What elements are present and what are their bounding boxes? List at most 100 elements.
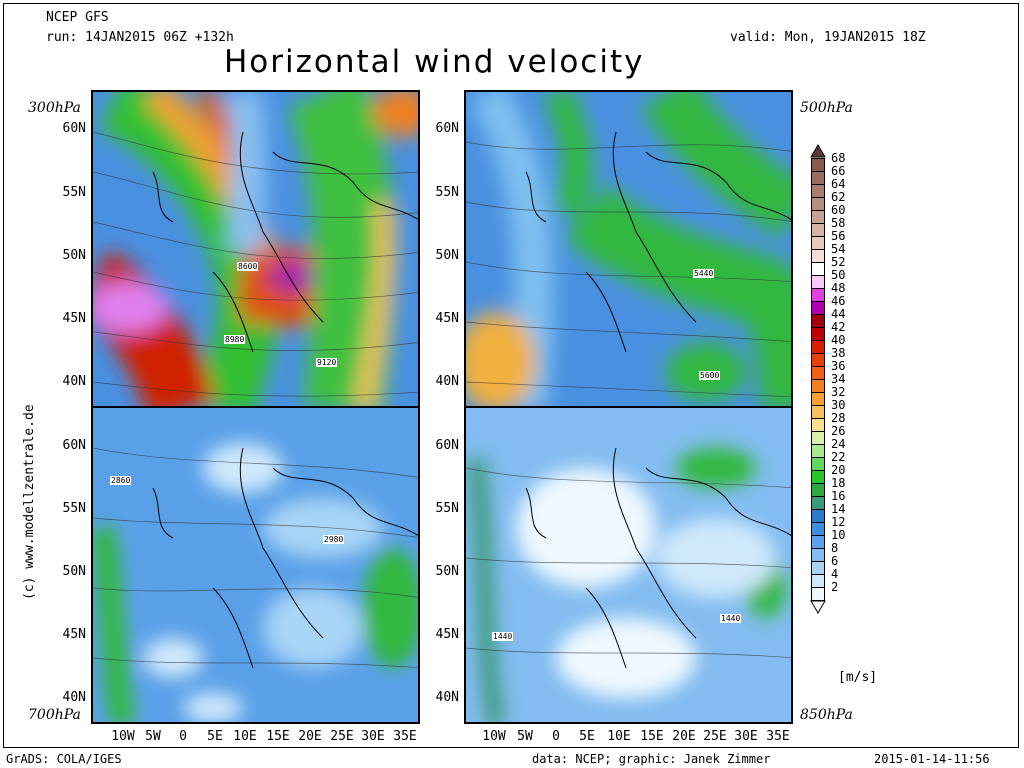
lat-label: 40N (62, 690, 86, 705)
website-credit: (c) www.modellzentrale.de (22, 404, 37, 600)
lon-label: 20E (672, 729, 696, 744)
footer-timestamp: 2015-01-14-11:56 (874, 752, 990, 766)
colorbar-level-label: 4 (831, 567, 839, 581)
colorbar-level-label: 36 (831, 359, 846, 373)
contour-label: 2860 (110, 476, 132, 485)
colorbar-unit: [m/s] (838, 670, 878, 685)
lon-label: 5E (207, 729, 223, 744)
map-panel-700hpa: 2860 2980 (91, 406, 420, 724)
colorbar-level-label: 60 (831, 203, 846, 217)
colorbar-swatch (811, 496, 825, 510)
lon-label: 20E (298, 729, 322, 744)
lat-label: 45N (435, 311, 459, 326)
colorbar-level-label: 24 (831, 437, 846, 451)
wind-field-300hpa (93, 92, 418, 406)
colorbar-level-label: 2 (831, 580, 839, 594)
lon-label: 0 (552, 729, 560, 744)
colorbar-swatch (811, 392, 825, 406)
colorbar-swatch (811, 353, 825, 367)
colorbar-level-label: 14 (831, 502, 846, 516)
colorbar-swatch (811, 561, 825, 575)
colorbar-swatch (811, 314, 825, 328)
colorbar-swatch (811, 509, 825, 523)
colorbar-level-label: 6 (831, 554, 839, 568)
lon-label: 10E (607, 729, 631, 744)
contour-label: 5600 (699, 371, 721, 380)
colorbar-swatch (811, 340, 825, 354)
colorbar-swatch (811, 275, 825, 289)
lon-label: 10E (233, 729, 257, 744)
colorbar-level-label: 20 (831, 463, 846, 477)
lat-label: 55N (62, 185, 86, 200)
map-panel-850hpa: 1440 1440 (464, 406, 793, 724)
lat-label: 55N (62, 501, 86, 516)
lat-label: 50N (435, 564, 459, 579)
colorbar-level-label: 44 (831, 307, 846, 321)
colorbar-swatch (811, 548, 825, 562)
contour-label: 5440 (693, 269, 715, 278)
colorbar-level-label: 52 (831, 255, 846, 269)
colorbar-swatch (811, 223, 825, 237)
lon-label: 15E (266, 729, 290, 744)
colorbar-level-label: 38 (831, 346, 846, 360)
colorbar-bottom-arrow (810, 600, 826, 614)
lat-label: 50N (435, 248, 459, 263)
level-label-700: 700hPa (28, 707, 81, 723)
contour-label: 1440 (492, 632, 514, 641)
colorbar-level-label: 30 (831, 398, 846, 412)
lat-label: 60N (435, 438, 459, 453)
lat-label: 40N (62, 374, 86, 389)
colorbar-level-label: 46 (831, 294, 846, 308)
colorbar-level-label: 68 (831, 151, 846, 165)
colorbar-swatch (811, 197, 825, 211)
colorbar-level-label: 48 (831, 281, 846, 295)
contour-label: 8980 (224, 335, 246, 344)
lat-label: 40N (435, 690, 459, 705)
colorbar-swatch (811, 574, 825, 588)
colorbar-swatch (811, 236, 825, 250)
wind-field-700hpa (93, 408, 418, 722)
lat-label: 55N (435, 185, 459, 200)
colorbar-swatch (811, 444, 825, 458)
level-label-850: 850hPa (800, 707, 853, 723)
lon-label: 35E (766, 729, 790, 744)
lon-label: 25E (330, 729, 354, 744)
colorbar-swatch (811, 184, 825, 198)
level-label-500: 500hPa (800, 100, 853, 116)
contour-label: 2980 (323, 535, 345, 544)
lat-label: 50N (62, 248, 86, 263)
colorbar-swatch (811, 171, 825, 185)
colorbar-level-label: 66 (831, 164, 846, 178)
lat-label: 45N (62, 627, 86, 642)
lon-label: 5E (579, 729, 595, 744)
map-panel-300hpa: 8600 8980 9120 (91, 90, 420, 408)
colorbar-swatch (811, 457, 825, 471)
lat-label: 50N (62, 564, 86, 579)
lon-label: 30E (734, 729, 758, 744)
colorbar-level-label: 62 (831, 190, 846, 204)
lon-label: 10W (111, 729, 135, 744)
colorbar-swatch (811, 301, 825, 315)
colorbar-level-label: 50 (831, 268, 846, 282)
colorbar-level-label: 54 (831, 242, 846, 256)
colorbar-swatch (811, 327, 825, 341)
colorbar-swatch (811, 262, 825, 276)
lat-label: 60N (62, 121, 86, 136)
colorbar-swatch (811, 158, 825, 172)
colorbar-level-label: 8 (831, 541, 839, 555)
colorbar-level-label: 22 (831, 450, 846, 464)
map-panel-500hpa: 5440 5600 (464, 90, 793, 408)
colorbar-level-label: 10 (831, 528, 846, 542)
colorbar-swatch (811, 418, 825, 432)
figure-title: Horizontal wind velocity (224, 44, 645, 80)
lat-label: 60N (435, 121, 459, 136)
colorbar-level-label: 16 (831, 489, 846, 503)
lon-label: 35E (393, 729, 417, 744)
contour-label: 9120 (316, 358, 338, 367)
lon-label: 5W (145, 729, 161, 744)
footer-software: GrADS: COLA/IGES (6, 752, 122, 766)
colorbar-swatch (811, 470, 825, 484)
colorbar-swatch (811, 379, 825, 393)
lat-label: 60N (62, 438, 86, 453)
colorbar-level-label: 34 (831, 372, 846, 386)
